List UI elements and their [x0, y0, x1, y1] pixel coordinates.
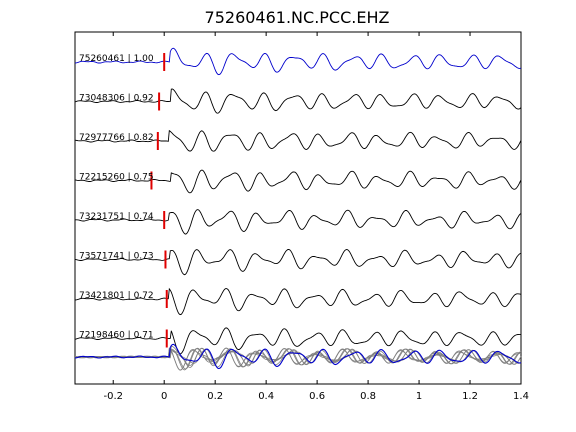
- trace-line: [74, 88, 522, 114]
- plot-frame: [74, 31, 522, 385]
- trace-row: 75260461 | 1.00: [74, 47, 522, 76]
- chart-title: 75260461.NC.PCC.EHZ: [205, 8, 390, 27]
- trace-label: 73421801 | 0.72: [79, 291, 154, 301]
- x-tick-label: 1: [416, 391, 422, 402]
- x-tick-label: 0.6: [309, 391, 325, 402]
- x-tick-label: 0.2: [207, 391, 223, 402]
- trace-line: [74, 249, 522, 276]
- trace-label: 72215260 | 0.75: [79, 173, 154, 183]
- trace-row: 73421801 | 0.72: [74, 287, 522, 316]
- trace-row: 73231751 | 0.74: [74, 209, 522, 235]
- overlay-trace-line: [75, 347, 522, 370]
- trace-line: [74, 327, 521, 355]
- overlay-master-line: [74, 343, 522, 370]
- trace-label: 72198460 | 0.71: [79, 331, 154, 341]
- trace-row: 73048306 | 0.92: [74, 88, 522, 114]
- x-tick-label: 1.4: [513, 391, 529, 402]
- trace-row: 72198460 | 0.71: [74, 327, 521, 355]
- x-tick-label: 1.2: [462, 391, 478, 402]
- trace-label: 75260461 | 1.00: [79, 54, 154, 64]
- overlay-panel: [74, 343, 522, 371]
- x-tick-label: 0: [161, 391, 167, 402]
- trace-line: [74, 129, 522, 152]
- x-tick-label: 0.4: [258, 391, 274, 402]
- trace-stack: 75260461 | 1.00 73048306 | 0.92 72977766 |…: [74, 47, 522, 355]
- trace-row: 72215260 | 0.75: [74, 169, 522, 194]
- trace-row: 73571741 | 0.73: [74, 249, 522, 276]
- master-trace-line: [74, 47, 522, 76]
- trace-label: 73231751 | 0.74: [79, 212, 154, 222]
- trace-row: 72977766 | 0.82: [74, 129, 522, 152]
- trace-label: 73571741 | 0.73: [79, 252, 154, 262]
- trace-line: [74, 209, 522, 235]
- x-tick-label: 0.8: [360, 391, 376, 402]
- x-tick-label: -0.2: [103, 391, 123, 402]
- trace-line: [74, 169, 522, 194]
- trace-label: 73048306 | 0.92: [79, 94, 154, 104]
- trace-line: [74, 287, 522, 316]
- x-axis: -0.2 0 0.2 0.4 0.6 0.8 1 1.2 1.4: [103, 32, 529, 402]
- trace-label: 72977766 | 0.82: [79, 133, 154, 143]
